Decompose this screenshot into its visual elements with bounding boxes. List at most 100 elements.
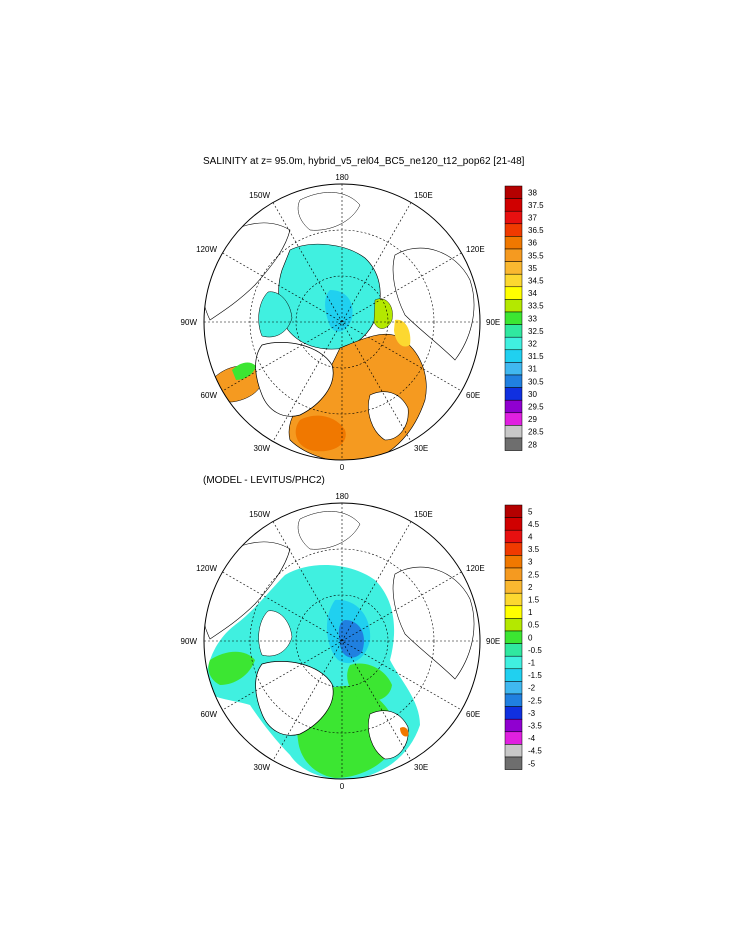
- salinity-map-title: SALINITY at z= 95.0m, hybrid_v5_rel04_BC…: [203, 156, 525, 167]
- colorbar-swatch: [504, 437, 523, 451]
- colorbar-label: 3: [528, 558, 533, 567]
- colorbar-label: -4: [528, 734, 536, 743]
- colorbar-swatch: [504, 693, 523, 707]
- colorbar-label: -1.5: [528, 671, 542, 680]
- colorbar-label: 4: [528, 533, 533, 542]
- lon-label-90e: 90E: [486, 318, 500, 327]
- colorbar-swatch: [504, 643, 523, 657]
- colorbar-swatch: [504, 399, 523, 414]
- colorbar-label: -1: [528, 659, 536, 668]
- lon-label-180: 180: [335, 492, 349, 501]
- colorbar-label: 0: [528, 633, 533, 642]
- colorbar-swatch: [504, 555, 523, 569]
- difference-map: [203, 502, 481, 780]
- colorbar-swatch: [504, 185, 523, 199]
- colorbar-label: -2.5: [528, 696, 542, 705]
- colorbar-swatch: [504, 529, 523, 544]
- colorbar-swatch: [504, 706, 523, 720]
- colorbar-label: 3.5: [528, 545, 540, 554]
- lon-label-60w: 60W: [201, 710, 218, 719]
- colorbar-swatch: [504, 744, 523, 758]
- salinity-colorbar: 38 37.5 37 36.5 36 35.5 35 34.5 34 33.5 33 32.5 32 31…: [504, 185, 544, 451]
- colorbar-label: 5: [528, 507, 533, 516]
- colorbar-swatch: [504, 655, 523, 670]
- lon-label-60w: 60W: [201, 391, 218, 400]
- colorbar-swatch: [504, 349, 523, 363]
- lon-label-120e: 120E: [466, 245, 485, 254]
- colorbar-label: -5: [528, 759, 536, 768]
- colorbar-label: 33: [528, 314, 537, 323]
- colorbar-label: -4.5: [528, 747, 542, 756]
- colorbar-swatch: [504, 517, 523, 531]
- difference-colorbar: 5 4.5 4 3.5 3 2.5 2 1.5 1 0.5 0 -0.5 -1 -1.5 -2 -2.5 -3 -…: [504, 504, 542, 770]
- colorbar-label: 36.5: [528, 226, 544, 235]
- colorbar-swatch: [504, 362, 523, 376]
- colorbar-label: 2.5: [528, 570, 540, 579]
- colorbar-label: 34: [528, 289, 537, 298]
- colorbar-label: 38: [528, 188, 537, 197]
- colorbar-swatch: [504, 210, 523, 225]
- colorbar-label: -0.5: [528, 646, 542, 655]
- lon-label-60e: 60E: [466, 391, 480, 400]
- colorbar-swatch: [504, 756, 523, 770]
- greenland: [255, 342, 334, 417]
- colorbar-label: 35.5: [528, 251, 544, 260]
- colorbar-swatch: [504, 273, 523, 288]
- colorbar-label: 1: [528, 608, 533, 617]
- colorbar-swatch: [504, 387, 523, 401]
- colorbar-swatch: [504, 718, 523, 733]
- colorbar-label: 30.5: [528, 377, 544, 386]
- lon-label-30e: 30E: [414, 763, 428, 772]
- lon-label-150e: 150E: [414, 191, 433, 200]
- lon-label-150w: 150W: [249, 191, 270, 200]
- colorbar-swatch: [504, 668, 523, 682]
- colorbar-label: 0.5: [528, 621, 540, 630]
- lon-label-90e: 90E: [486, 637, 500, 646]
- lon-label-120w: 120W: [196, 245, 217, 254]
- colorbar-swatch: [504, 592, 523, 607]
- lon-label-120w: 120W: [196, 564, 217, 573]
- colorbar-label: 32: [528, 340, 537, 349]
- colorbar-label: 29.5: [528, 403, 544, 412]
- lon-label-30w: 30W: [254, 763, 271, 772]
- lon-label-150w: 150W: [249, 510, 270, 519]
- lon-label-30w: 30W: [254, 444, 271, 453]
- colorbar-swatch: [504, 504, 523, 518]
- colorbar-label: 29: [528, 415, 537, 424]
- colorbar-swatch: [504, 681, 523, 695]
- difference-map-title: (MODEL - LEVITUS/PHC2): [203, 475, 325, 486]
- colorbar-label: 1.5: [528, 596, 540, 605]
- lon-label-0: 0: [340, 463, 345, 472]
- colorbar-label: 33.5: [528, 302, 544, 311]
- salinity-map: [203, 183, 481, 461]
- colorbar-swatch: [504, 374, 523, 388]
- colorbar-label: -3: [528, 709, 536, 718]
- colorbar-label: 37: [528, 214, 537, 223]
- colorbar-label: 28.5: [528, 428, 544, 437]
- colorbar-swatch: [504, 299, 523, 313]
- colorbar-swatch: [504, 605, 523, 619]
- colorbar-swatch: [504, 731, 523, 745]
- colorbar-label: 31.5: [528, 352, 544, 361]
- lon-label-150e: 150E: [414, 510, 433, 519]
- colorbar-swatch: [504, 412, 523, 426]
- colorbar-label: 35: [528, 264, 537, 273]
- lon-label-30e: 30E: [414, 444, 428, 453]
- lon-label-180: 180: [335, 173, 349, 182]
- colorbar-swatch: [504, 630, 523, 644]
- colorbar-label: -2: [528, 684, 536, 693]
- colorbar-label: 37.5: [528, 201, 544, 210]
- colorbar-swatch: [504, 248, 523, 262]
- colorbar-label: 4.5: [528, 520, 540, 529]
- colorbar-label: 2: [528, 583, 533, 592]
- colorbar-swatch: [504, 425, 523, 439]
- lon-label-0: 0: [340, 782, 345, 791]
- colorbar-swatch: [504, 223, 523, 237]
- lon-label-60e: 60E: [466, 710, 480, 719]
- lon-label-90w: 90W: [181, 637, 198, 646]
- colorbar-swatch: [504, 567, 523, 581]
- colorbar-label: 30: [528, 390, 537, 399]
- colorbar-swatch: [504, 261, 523, 275]
- colorbar-label: 36: [528, 239, 537, 248]
